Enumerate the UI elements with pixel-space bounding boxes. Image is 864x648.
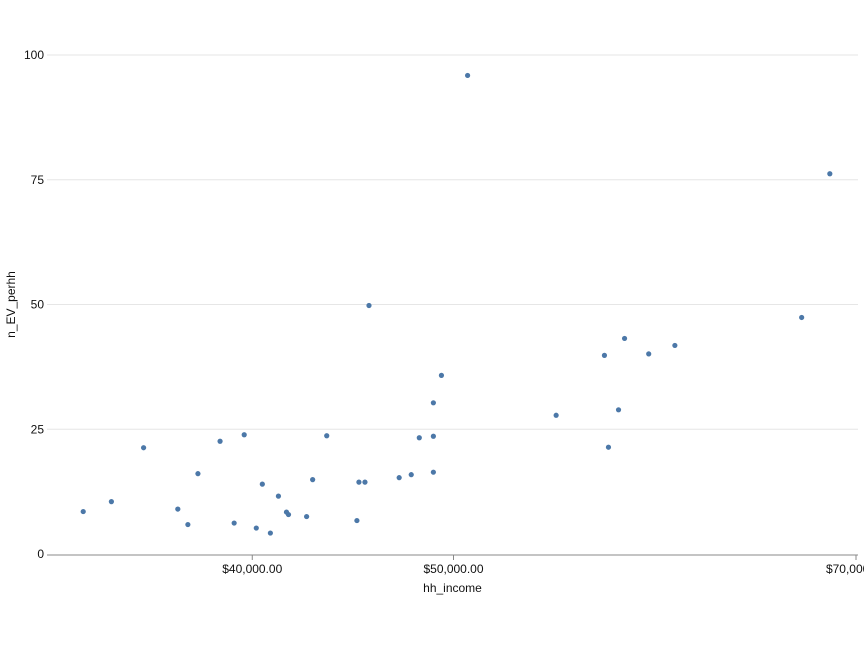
data-point <box>108 499 114 505</box>
data-points <box>80 72 833 536</box>
x-axis-ticks: $40,000.00 $50,000.00 $70,000.00 <box>222 555 864 576</box>
data-point <box>601 352 608 358</box>
data-point <box>285 511 292 518</box>
x-tick-label: $50,000.00 <box>423 562 483 576</box>
y-tick-label: 75 <box>31 173 45 187</box>
data-point <box>464 72 471 79</box>
data-point <box>310 477 316 483</box>
data-point <box>621 335 628 342</box>
data-point <box>304 513 310 520</box>
data-point <box>430 400 436 406</box>
data-point <box>799 314 805 321</box>
y-axis-title: n_EV_perhh <box>4 271 18 338</box>
data-point <box>605 444 612 450</box>
data-point <box>408 472 414 478</box>
data-point <box>615 407 622 413</box>
data-point <box>366 302 372 309</box>
data-point <box>827 171 833 177</box>
data-point <box>430 469 436 475</box>
data-point <box>80 508 86 515</box>
data-point <box>175 506 181 512</box>
data-point <box>231 520 237 526</box>
data-point <box>217 438 223 444</box>
y-gridlines <box>47 54 858 430</box>
data-point <box>140 445 147 451</box>
data-point <box>416 435 422 441</box>
x-tick-label: $40,000.00 <box>222 562 282 576</box>
data-point <box>672 342 678 349</box>
x-tick-label: $70,000.00 <box>826 562 864 576</box>
data-point <box>356 479 362 485</box>
data-point <box>553 412 559 418</box>
data-point <box>195 471 201 477</box>
data-point <box>185 521 191 528</box>
x-axis-title: hh_income <box>423 581 482 595</box>
data-point <box>324 433 330 439</box>
data-point <box>396 475 402 481</box>
data-point <box>267 530 273 536</box>
data-point <box>438 372 445 378</box>
y-tick-label: 50 <box>31 298 45 312</box>
data-point <box>253 525 259 531</box>
data-point <box>275 493 282 499</box>
y-tick-label: 25 <box>31 422 45 436</box>
data-point <box>354 517 360 524</box>
data-point <box>646 351 652 357</box>
data-point <box>259 481 265 487</box>
y-axis-ticks: 0 25 50 75 100 <box>24 48 44 561</box>
data-point <box>430 433 436 439</box>
y-tick-label: 100 <box>24 48 44 62</box>
data-point <box>241 432 247 438</box>
y-tick-label: 0 <box>37 547 44 561</box>
data-point <box>362 479 368 485</box>
